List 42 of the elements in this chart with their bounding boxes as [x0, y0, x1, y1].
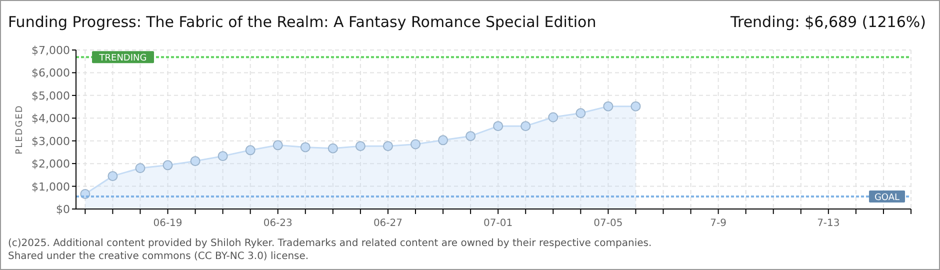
- point: [300, 142, 310, 152]
- point: [328, 143, 338, 154]
- y-tick-label: $3,000: [32, 134, 70, 148]
- point: [520, 121, 531, 132]
- x-tick-label: 07-05: [594, 218, 623, 229]
- y-tick-label: $0: [56, 203, 70, 216]
- point: [410, 139, 421, 150]
- x-tick-label: 7-13: [817, 218, 840, 229]
- point: [438, 135, 448, 146]
- x-tick-label: 06-27: [373, 218, 403, 229]
- point: [190, 156, 200, 166]
- y-tick-label: $4,000: [32, 112, 70, 126]
- x-tick-label: 06-19: [153, 218, 182, 229]
- point: [355, 141, 366, 152]
- x-tick-label: 06-23: [263, 218, 292, 229]
- chart-subtitle: Trending: $6,689 (1216%): [730, 13, 926, 31]
- point: [576, 108, 586, 118]
- y-tick-label: $5,000: [32, 89, 70, 102]
- point: [548, 112, 558, 122]
- ref-line-label: TRENDING: [98, 54, 147, 64]
- y-tick-label: $6,000: [32, 66, 70, 80]
- point: [135, 163, 146, 174]
- y-tick-label: $2,000: [32, 158, 70, 171]
- point: [603, 101, 614, 112]
- point: [245, 145, 256, 156]
- point: [162, 160, 173, 170]
- point: [382, 141, 393, 152]
- text: Shared under the creative commons (CC BY-NC 3.0) license.: [8, 251, 309, 262]
- ref-line-label: GOAL: [874, 193, 900, 204]
- chart-title: Funding Progress: The Fabric of the Realm: A Fantasy Romance Special Edition: [8, 13, 596, 31]
- point: [493, 121, 504, 132]
- point: [630, 101, 641, 112]
- y-tick-label: $1,000: [32, 180, 70, 194]
- text: (c)2025. Additional content provided by Shiloh Ryker. Trademarks and related content are owned by their respective companies.: [8, 238, 652, 249]
- x-tick-label: 07-01: [484, 218, 513, 229]
- point: [272, 140, 283, 150]
- y-axis-title: PLEDGED: [15, 104, 25, 154]
- y-tick-label: $7,000: [32, 44, 70, 57]
- point: [466, 131, 476, 142]
- point: [218, 151, 228, 162]
- x-tick-label: 7-9: [710, 218, 726, 229]
- point: [108, 171, 118, 182]
